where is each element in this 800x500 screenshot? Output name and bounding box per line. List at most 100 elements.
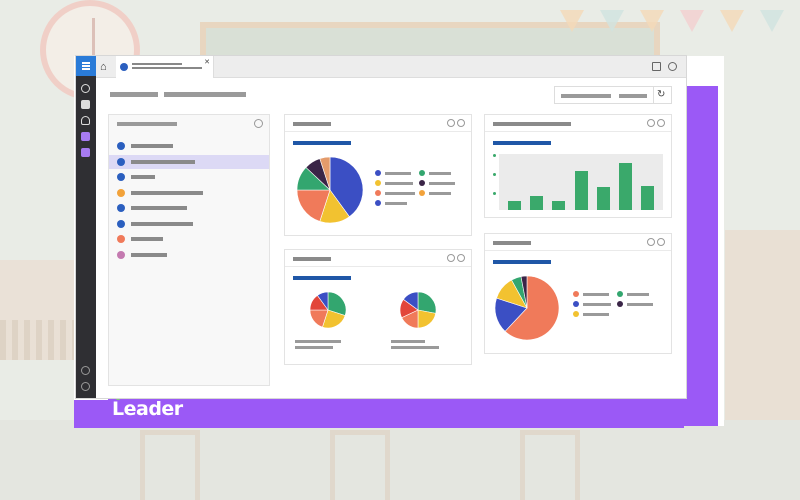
list-item[interactable] (109, 248, 269, 262)
pie-slice (327, 291, 347, 316)
circle-icon (117, 250, 125, 259)
list-item-label-placeholder (131, 190, 203, 195)
collapse-icon[interactable] (254, 119, 263, 128)
home-icon[interactable]: ⌂ (100, 61, 107, 73)
legend-item (375, 170, 411, 176)
list-item[interactable] (109, 232, 269, 246)
pie-chart-right (494, 275, 560, 341)
legend-item (573, 311, 609, 317)
mail-icon[interactable] (652, 62, 661, 71)
legend-label-placeholder (583, 302, 611, 306)
card-title-placeholder (493, 122, 571, 126)
tab-subtitle-placeholder (132, 67, 202, 69)
close-icon[interactable]: ✕ (204, 59, 210, 66)
list-item[interactable] (109, 201, 269, 215)
pie-slice (319, 156, 331, 191)
group-icon (120, 63, 128, 71)
calendar-icon[interactable] (81, 100, 90, 109)
pie-slice (504, 275, 560, 341)
legend-item (375, 200, 407, 206)
legend-label-placeholder (385, 181, 413, 185)
card-title-placeholder (493, 241, 531, 245)
bar (618, 163, 632, 210)
group-icon (117, 142, 125, 150)
list-panel-title-placeholder (117, 122, 177, 126)
microphone-icon[interactable] (81, 116, 90, 125)
legend-label-placeholder (385, 191, 415, 195)
list-item[interactable] (109, 186, 269, 200)
legend-swatch (375, 190, 381, 196)
legend-label-placeholder (429, 171, 451, 175)
user-icon[interactable] (668, 62, 677, 71)
card-accent-bar (493, 141, 551, 145)
logout-icon[interactable] (81, 382, 90, 391)
card-accent-bar (493, 260, 551, 264)
y-tick (493, 154, 496, 157)
legend-label-placeholder (583, 312, 609, 316)
bunting-flag (600, 10, 624, 32)
purple-footer-bar (74, 400, 684, 428)
flag-icon[interactable] (81, 148, 90, 157)
close-icon[interactable] (457, 254, 465, 262)
pie-slice (296, 189, 331, 222)
list-item[interactable] (109, 139, 269, 153)
legend-label-placeholder (385, 171, 411, 175)
breadcrumb-placeholder (110, 92, 158, 97)
card-title-placeholder (293, 122, 331, 126)
card-title-placeholder (293, 257, 331, 261)
edit-icon[interactable] (447, 119, 455, 127)
refresh-icon[interactable]: ↻ (657, 89, 666, 100)
legend-swatch (419, 170, 425, 176)
legend-item (419, 190, 451, 196)
toolbar: ↻ (554, 86, 672, 104)
bar (640, 185, 654, 210)
list-item[interactable] (109, 170, 269, 184)
legend-swatch (419, 180, 425, 186)
edit-icon[interactable] (447, 254, 455, 262)
card-divider (285, 266, 471, 267)
pie-a-caption (295, 340, 341, 343)
menu-icon[interactable] (76, 56, 96, 76)
small-pies-card (284, 249, 472, 365)
toolbar-button-2[interactable] (619, 94, 647, 98)
pie-chart-a (309, 291, 347, 329)
document-icon[interactable] (81, 132, 90, 141)
sidebar (76, 56, 96, 398)
list-item-label-placeholder (131, 221, 193, 226)
pie-card-main (284, 114, 472, 236)
close-icon[interactable] (657, 119, 665, 127)
pencil-icon (117, 188, 125, 197)
close-icon[interactable] (657, 238, 665, 246)
help-icon[interactable] (81, 366, 90, 375)
bunting-flag (640, 10, 664, 32)
legend-label-placeholder (627, 302, 653, 306)
bar (574, 170, 588, 210)
close-icon[interactable] (457, 119, 465, 127)
cone-icon (117, 235, 125, 243)
desk (520, 430, 580, 500)
tab-active[interactable]: ✕ (116, 56, 214, 78)
legend-swatch (573, 311, 579, 317)
legend-swatch (375, 170, 381, 176)
search-icon[interactable] (81, 84, 90, 93)
bar (552, 200, 566, 210)
card-divider (485, 131, 671, 132)
list-item[interactable] (109, 154, 269, 169)
y-tick (493, 192, 496, 195)
toolbar-button-1[interactable] (561, 94, 611, 98)
legend-label-placeholder (583, 292, 609, 296)
legend-swatch (573, 301, 579, 307)
legend-label-placeholder (429, 191, 451, 195)
toolbar-separator (653, 87, 654, 103)
page-title-placeholder (164, 92, 246, 97)
shirt-icon (117, 204, 125, 212)
list-item[interactable] (109, 217, 269, 231)
edit-icon[interactable] (647, 119, 655, 127)
legend-swatch (375, 180, 381, 186)
legend-swatch (617, 301, 623, 307)
legend-label-placeholder (385, 201, 407, 205)
card-divider (485, 250, 671, 251)
leader-logo: Leader (112, 394, 183, 420)
edit-icon[interactable] (647, 238, 655, 246)
